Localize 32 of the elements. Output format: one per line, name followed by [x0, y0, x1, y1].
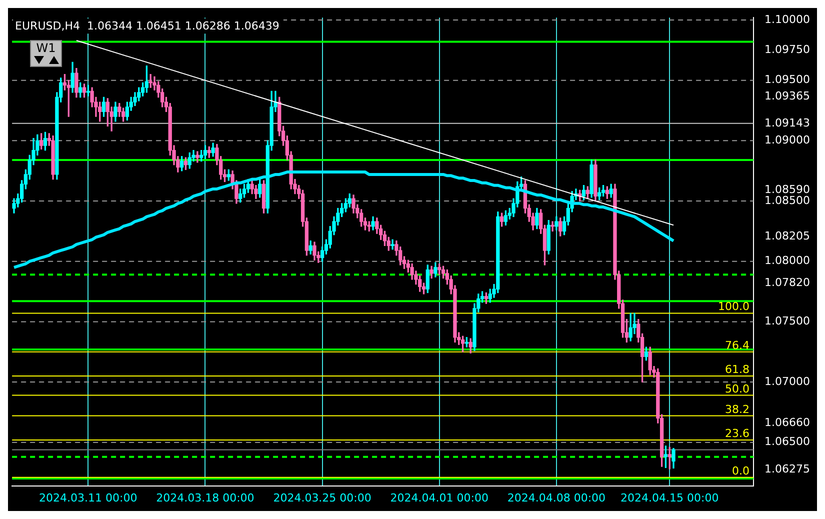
- annotation: 100.0: [718, 300, 750, 314]
- annotation: 38.2: [725, 402, 750, 416]
- y-tick-label: 1.10000: [764, 12, 810, 26]
- x-tick-label: 2024.04.08 00:00: [507, 491, 606, 504]
- y-tick-label: 1.08500: [764, 194, 810, 207]
- x-tick-label: 2024.04.15 00:00: [620, 491, 719, 504]
- y-tick-label: 1.07000: [764, 374, 810, 388]
- annotation: W1: [35, 41, 57, 56]
- y-tick-label: 1.09000: [764, 134, 810, 147]
- y-tick-label: 1.09143: [764, 116, 810, 130]
- annotation: EURUSD,H4 1.06344 1.06451 1.06286 1.06439: [15, 20, 280, 33]
- candlestick: [390, 239, 394, 250]
- annotation: 61.8: [725, 362, 750, 376]
- y-tick-label: 1.07500: [764, 314, 810, 328]
- x-tick-label: 2024.03.11 00:00: [39, 491, 138, 504]
- x-tick-label: 2024.04.01 00:00: [390, 491, 488, 504]
- y-tick-label: 1.08000: [764, 254, 810, 268]
- y-tick-label: 1.09500: [764, 73, 810, 86]
- y-tick-label: 1.09750: [764, 43, 810, 56]
- annotation: 23.6: [725, 426, 750, 440]
- y-tick-label: 1.06500: [764, 435, 810, 448]
- y-tick-label: 1.06275: [764, 462, 810, 476]
- annotation: 0.0: [732, 464, 750, 478]
- annotation: 50.0: [725, 382, 750, 396]
- y-tick-label: 1.08205: [764, 229, 810, 242]
- y-tick-label: 1.08590: [764, 183, 810, 196]
- x-tick-label: 2024.03.18 00:00: [156, 491, 254, 504]
- annotation: 76.4: [725, 338, 750, 352]
- y-tick-label: 1.07820: [764, 276, 810, 289]
- x-tick-label: 2024.03.25 00:00: [273, 491, 372, 504]
- y-tick-label: 1.06660: [764, 416, 810, 429]
- y-tick-label: 1.09365: [764, 90, 810, 102]
